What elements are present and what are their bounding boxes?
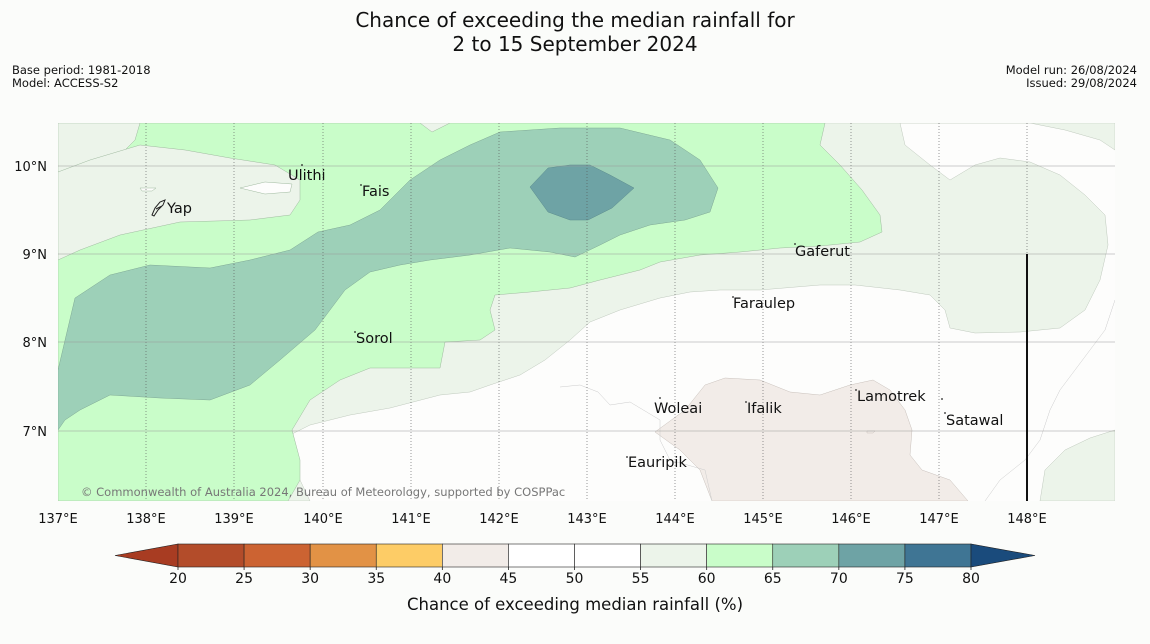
- island-dot: [941, 398, 943, 400]
- contour-40-45: [654, 377, 969, 501]
- issued-date: Issued: 29/08/2024: [1026, 76, 1137, 90]
- longitude-label: 141°E: [391, 512, 431, 527]
- contour-white-hole-2: [139, 187, 157, 192]
- colorbar-segment: [508, 543, 575, 568]
- latitude-label: 9°N: [23, 248, 48, 263]
- place-label-yap: Yap: [166, 201, 192, 217]
- meta-left: Base period: 1981-2018 Model: ACCESS-S2: [12, 64, 151, 90]
- contour-line-50: [559, 384, 713, 501]
- place-label-ulithi: Ulithi: [288, 168, 326, 184]
- contour-white-hole: [239, 181, 293, 195]
- longitude-label: 145°E: [743, 512, 783, 527]
- colorbar-tick-label: 65: [764, 571, 782, 587]
- longitude-label: 138°E: [126, 512, 166, 527]
- contour-line-50-east: [984, 299, 1115, 501]
- colorbar-segment: [904, 543, 972, 568]
- colorbar-segment: [772, 543, 840, 568]
- longitude-label: 147°E: [919, 512, 959, 527]
- island-dot: [732, 296, 734, 298]
- island-dot: [745, 401, 747, 403]
- island-dot: [855, 389, 857, 391]
- colorbar: 20 25 30 35 40 45 50 55 60 65 70 75 80: [114, 543, 1036, 587]
- colorbar-extend-low: [114, 543, 179, 568]
- colorbar-segment: [177, 543, 245, 568]
- meta-right: Model run: 26/08/2024 Issued: 29/08/2024: [1006, 64, 1137, 90]
- island-dot: [659, 397, 661, 399]
- model-name: Model: ACCESS-S2: [12, 76, 119, 90]
- place-label-satawal: Satawal: [946, 413, 1003, 429]
- colorbar-segment: [375, 543, 443, 568]
- colorbar-extend-high: [970, 543, 1036, 568]
- base-period: Base period: 1981-2018: [12, 63, 151, 77]
- colorbar-tick-label: 55: [632, 571, 650, 587]
- longitude-label: 140°E: [303, 512, 343, 527]
- colorbar-tick-label: 35: [367, 571, 385, 587]
- place-label-gaferut: Gaferut: [795, 244, 850, 260]
- contour-55-60-south: [1039, 429, 1115, 501]
- model-run: Model run: 26/08/2024: [1005, 63, 1137, 77]
- place-label-fais: Fais: [362, 184, 389, 200]
- colorbar-tick-label: 80: [962, 571, 980, 587]
- colorbar-tick-label: 75: [896, 571, 914, 587]
- colorbar-tick-label: 45: [500, 571, 518, 587]
- place-label-lamotrek: Lamotrek: [857, 389, 926, 405]
- longitude-label: 137°E: [38, 512, 78, 527]
- colorbar-tick-label: 60: [698, 571, 716, 587]
- contour-55-60-ulithi: [58, 144, 301, 261]
- map-area: [58, 123, 1115, 501]
- latitude-labels: 10°N 9°N 8°N 7°N: [14, 160, 47, 440]
- chart-title: Chance of exceeding the median rainfall …: [0, 8, 1150, 56]
- latitude-label: 8°N: [23, 336, 48, 351]
- island-dot: [626, 456, 628, 458]
- colorbar-segment: [574, 543, 641, 568]
- longitude-label: 139°E: [214, 512, 254, 527]
- place-label-faraulep: Faraulep: [733, 296, 795, 312]
- colorbar-segment: [640, 543, 707, 568]
- gridlines: [58, 123, 1115, 501]
- place-labels: Yap Ulithi Fais Gaferut Faraulep Sorol Woleai I…: [166, 164, 1003, 471]
- place-label-woleai: Woleai: [654, 401, 702, 417]
- colorbar-tick-label: 40: [433, 571, 451, 587]
- longitude-label: 146°E: [831, 512, 871, 527]
- colorbar-segment: [442, 543, 509, 568]
- colorbar-tick-label: 70: [830, 571, 848, 587]
- title-line-2: 2 to 15 September 2024: [452, 32, 698, 56]
- colorbar-tick-label: 20: [169, 571, 187, 587]
- longitude-labels: 137°E 138°E 139°E 140°E 141°E 142°E 143°E 144°E…: [38, 512, 1047, 527]
- colorbar-segment: [838, 543, 906, 568]
- longitude-label: 142°E: [479, 512, 519, 527]
- place-label-ifalik: Ifalik: [747, 401, 782, 417]
- colorbar-tick-label: 25: [235, 571, 253, 587]
- longitude-label: 148°E: [1007, 512, 1047, 527]
- longitude-label: 144°E: [655, 512, 695, 527]
- title-line-1: Chance of exceeding the median rainfall …: [355, 8, 795, 32]
- place-label-eauripik: Eauripik: [628, 455, 687, 471]
- colorbar-tick-label: 50: [566, 571, 584, 587]
- island-dot: [301, 164, 303, 166]
- colorbar-segment: [706, 543, 774, 568]
- colorbar-segment: [243, 543, 311, 568]
- colorbar-segment: [309, 543, 377, 568]
- place-label-sorol: Sorol: [356, 331, 393, 347]
- colorbar-tick-label: 30: [301, 571, 319, 587]
- island-dot: [360, 184, 362, 186]
- island-dot: [944, 412, 946, 414]
- credit-text: © Commonwealth of Australia 2024, Bureau…: [81, 485, 565, 499]
- latitude-label: 7°N: [23, 425, 48, 440]
- island-dot: [354, 331, 356, 333]
- latitude-label: 10°N: [14, 160, 47, 175]
- longitude-label: 143°E: [567, 512, 607, 527]
- island-dot: [794, 243, 796, 245]
- yap-island: [151, 199, 166, 217]
- colorbar-label: Chance of exceeding median rainfall (%): [407, 595, 743, 614]
